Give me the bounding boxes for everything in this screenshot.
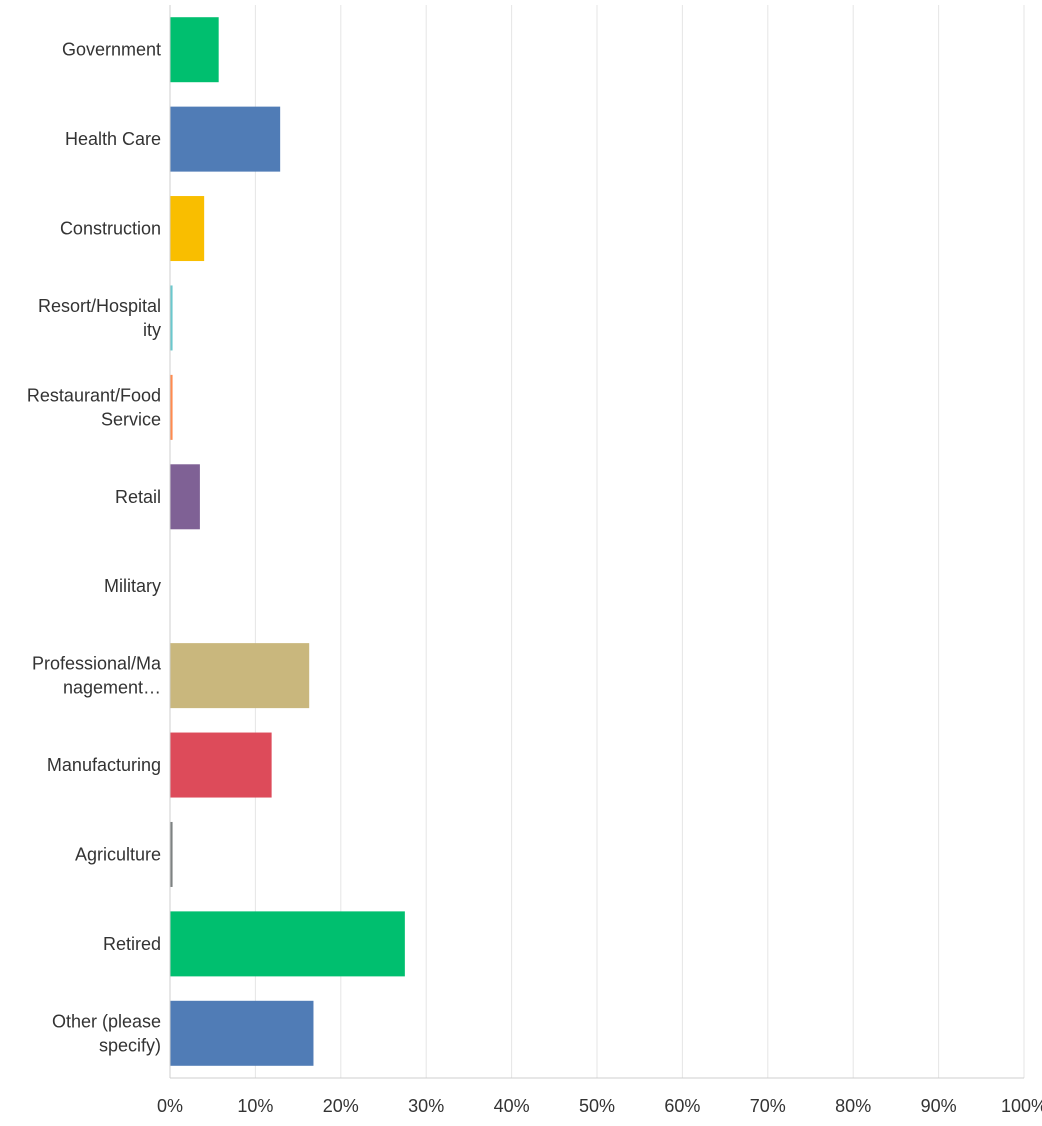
bar-government[interactable] xyxy=(170,17,219,83)
bar-resort-hospitality[interactable] xyxy=(170,285,173,351)
category-label-health-care: Health Care xyxy=(65,129,161,149)
bar-health-care[interactable] xyxy=(170,106,281,172)
x-tick-label-60: 60% xyxy=(664,1096,700,1116)
category-label-agriculture: Agriculture xyxy=(75,844,161,864)
x-tick-label-0: 0% xyxy=(157,1096,183,1116)
x-tick-label-100: 100% xyxy=(1001,1096,1042,1116)
bar-retail[interactable] xyxy=(170,464,200,530)
x-tick-label-40: 40% xyxy=(494,1096,530,1116)
bar-retired[interactable] xyxy=(170,911,405,977)
category-label-construction: Construction xyxy=(60,219,161,239)
category-labels: Government Health Care Construction Resort/… xyxy=(27,40,162,1056)
category-label-resort-hospitality: Resort/Hospital ity xyxy=(38,296,161,340)
x-tick-label-20: 20% xyxy=(323,1096,359,1116)
category-label-military: Military xyxy=(104,576,161,596)
axes xyxy=(169,5,1024,1079)
bar-construction[interactable] xyxy=(170,196,205,262)
category-label-restaurant-food-service: Restaurant/Food Service xyxy=(27,385,161,429)
category-label-retired: Retired xyxy=(103,934,161,954)
x-tick-label-90: 90% xyxy=(921,1096,957,1116)
x-tick-label-80: 80% xyxy=(835,1096,871,1116)
category-label-other-please-specify: Other (please specify) xyxy=(52,1011,161,1055)
x-tick-labels: 0% 10% 20% 30% 40% 50% 60% 70% 80% 90% 100% xyxy=(157,1096,1042,1116)
category-label-professional-management: Professional/Ma nagement… xyxy=(32,654,162,698)
category-label-government: Government xyxy=(62,40,161,60)
category-label-retail: Retail xyxy=(115,487,161,507)
bar-professional-management[interactable] xyxy=(170,643,310,709)
bar-manufacturing[interactable] xyxy=(170,732,272,798)
bars xyxy=(170,17,405,1066)
bar-agriculture[interactable] xyxy=(170,821,173,887)
x-tick-label-10: 10% xyxy=(237,1096,273,1116)
x-tick-label-50: 50% xyxy=(579,1096,615,1116)
category-label-manufacturing: Manufacturing xyxy=(47,755,161,775)
x-tick-label-30: 30% xyxy=(408,1096,444,1116)
bar-restaurant-food-service[interactable] xyxy=(170,374,173,440)
bar-other-please-specify[interactable] xyxy=(170,1000,314,1066)
grid-lines xyxy=(254,5,1025,1078)
x-tick-label-70: 70% xyxy=(750,1096,786,1116)
